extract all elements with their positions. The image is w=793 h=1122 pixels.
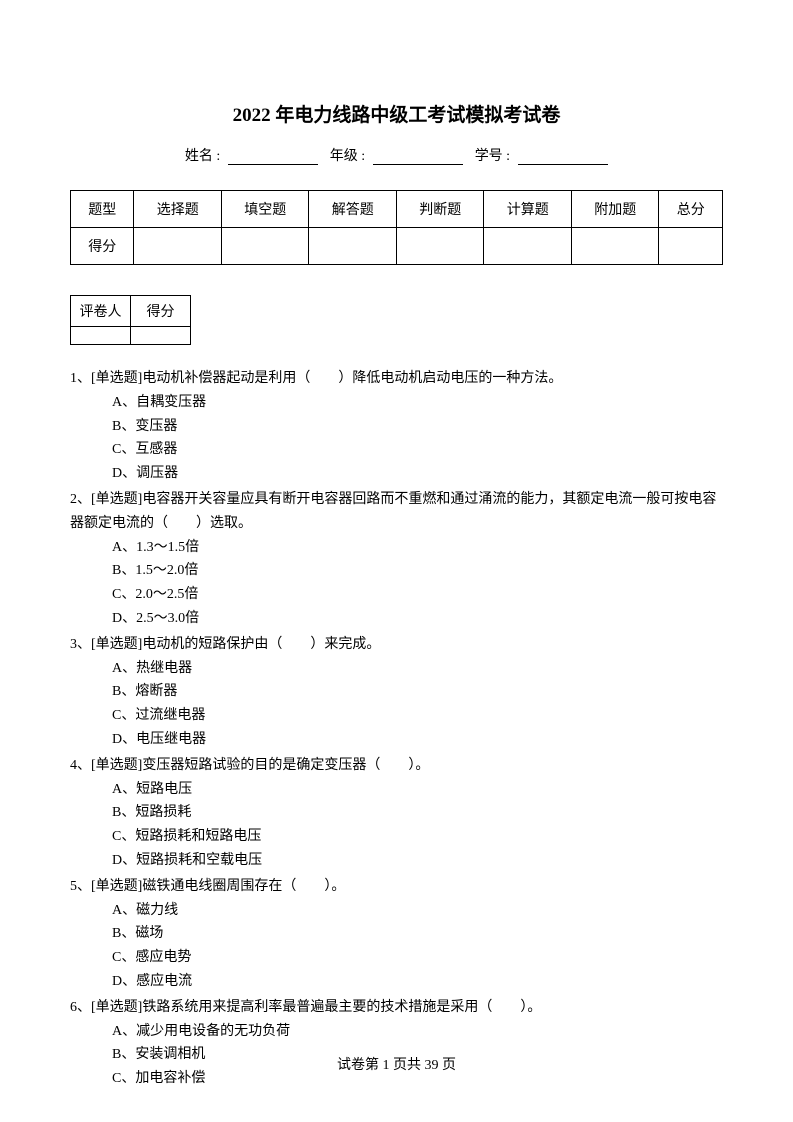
option: A、热继电器 [112, 657, 723, 681]
question-6: 6、[单选题]铁路系统用来提高利率最普遍最主要的技术措施是采用（ ）。A、减少用… [70, 996, 723, 1091]
options: A、自耦变压器B、变压器C、互感器D、调压器 [70, 391, 723, 486]
option: C、2.0～2.5倍 [112, 583, 723, 607]
option: D、感应电流 [112, 970, 723, 994]
question-text: 4、[单选题]变压器短路试验的目的是确定变压器（ ）。 [70, 754, 723, 778]
score-cell-2 [221, 228, 309, 265]
exam-title: 2022 年电力线路中级工考试模拟考试卷 [70, 100, 723, 127]
score-table-value-row: 得分 [71, 228, 723, 265]
question-text: 1、[单选题]电动机补偿器起动是利用（ ）降低电动机启动电压的一种方法。 [70, 367, 723, 391]
score-cell-3 [309, 228, 397, 265]
score-header-7: 总分 [659, 191, 723, 228]
options: A、短路电压B、短路损耗C、短路损耗和短路电压D、短路损耗和空载电压 [70, 778, 723, 873]
score-header-4: 判断题 [396, 191, 484, 228]
score-cell-1 [134, 228, 222, 265]
grader-cell-1 [131, 327, 191, 345]
score-cell-7 [659, 228, 723, 265]
name-label: 姓名 : [185, 149, 220, 164]
question-text: 2、[单选题]电容器开关容量应具有断开电容器回路而不重燃和通过涌流的能力，其额定… [70, 488, 723, 536]
option: D、2.5～3.0倍 [112, 607, 723, 631]
grade-label: 年级 : [330, 149, 365, 164]
score-header-2: 填空题 [221, 191, 309, 228]
option: B、磁场 [112, 922, 723, 946]
question-text: 5、[单选题]磁铁通电线圈周围存在（ ）。 [70, 875, 723, 899]
option: A、1.3～1.5倍 [112, 536, 723, 560]
option: D、调压器 [112, 462, 723, 486]
question-text: 6、[单选题]铁路系统用来提高利率最普遍最主要的技术措施是采用（ ）。 [70, 996, 723, 1020]
score-header-0: 题型 [71, 191, 134, 228]
question-2: 2、[单选题]电容器开关容量应具有断开电容器回路而不重燃和通过涌流的能力，其额定… [70, 488, 723, 631]
grader-header-0: 评卷人 [71, 296, 131, 327]
score-cell-6 [571, 228, 659, 265]
student-info-line: 姓名 : 年级 : 学号 : [70, 145, 723, 165]
option: A、减少用电设备的无功负荷 [112, 1020, 723, 1044]
option: A、磁力线 [112, 899, 723, 923]
score-cell-4 [396, 228, 484, 265]
name-blank[interactable] [228, 149, 318, 165]
options: A、1.3～1.5倍B、1.5～2.0倍C、2.0～2.5倍D、2.5～3.0倍 [70, 536, 723, 631]
score-header-6: 附加题 [571, 191, 659, 228]
score-header-3: 解答题 [309, 191, 397, 228]
grader-cell-0 [71, 327, 131, 345]
option: C、感应电势 [112, 946, 723, 970]
score-row-label: 得分 [71, 228, 134, 265]
option: C、短路损耗和短路电压 [112, 825, 723, 849]
grade-blank[interactable] [373, 149, 463, 165]
id-blank[interactable] [518, 149, 608, 165]
question-5: 5、[单选题]磁铁通电线圈周围存在（ ）。A、磁力线B、磁场C、感应电势D、感应… [70, 875, 723, 994]
score-table: 题型 选择题 填空题 解答题 判断题 计算题 附加题 总分 得分 [70, 190, 723, 265]
options: A、磁力线B、磁场C、感应电势D、感应电流 [70, 899, 723, 994]
option: D、电压继电器 [112, 728, 723, 752]
option: C、互感器 [112, 438, 723, 462]
option: A、短路电压 [112, 778, 723, 802]
page-footer: 试卷第 1 页共 39 页 [0, 1054, 793, 1074]
option: C、过流继电器 [112, 704, 723, 728]
grader-header-1: 得分 [131, 296, 191, 327]
question-4: 4、[单选题]变压器短路试验的目的是确定变压器（ ）。A、短路电压B、短路损耗C… [70, 754, 723, 873]
option: A、自耦变压器 [112, 391, 723, 415]
option: B、短路损耗 [112, 801, 723, 825]
question-3: 3、[单选题]电动机的短路保护由（ ）来完成。A、热继电器B、熔断器C、过流继电… [70, 633, 723, 752]
questions-container: 1、[单选题]电动机补偿器起动是利用（ ）降低电动机启动电压的一种方法。A、自耦… [70, 367, 723, 1091]
id-label: 学号 : [475, 149, 510, 164]
options: A、热继电器B、熔断器C、过流继电器D、电压继电器 [70, 657, 723, 752]
option: B、1.5～2.0倍 [112, 559, 723, 583]
grader-table: 评卷人 得分 [70, 295, 191, 345]
question-1: 1、[单选题]电动机补偿器起动是利用（ ）降低电动机启动电压的一种方法。A、自耦… [70, 367, 723, 486]
score-cell-5 [484, 228, 572, 265]
score-table-header-row: 题型 选择题 填空题 解答题 判断题 计算题 附加题 总分 [71, 191, 723, 228]
option: D、短路损耗和空载电压 [112, 849, 723, 873]
option: B、变压器 [112, 415, 723, 439]
score-header-5: 计算题 [484, 191, 572, 228]
option: B、熔断器 [112, 680, 723, 704]
question-text: 3、[单选题]电动机的短路保护由（ ）来完成。 [70, 633, 723, 657]
score-header-1: 选择题 [134, 191, 222, 228]
